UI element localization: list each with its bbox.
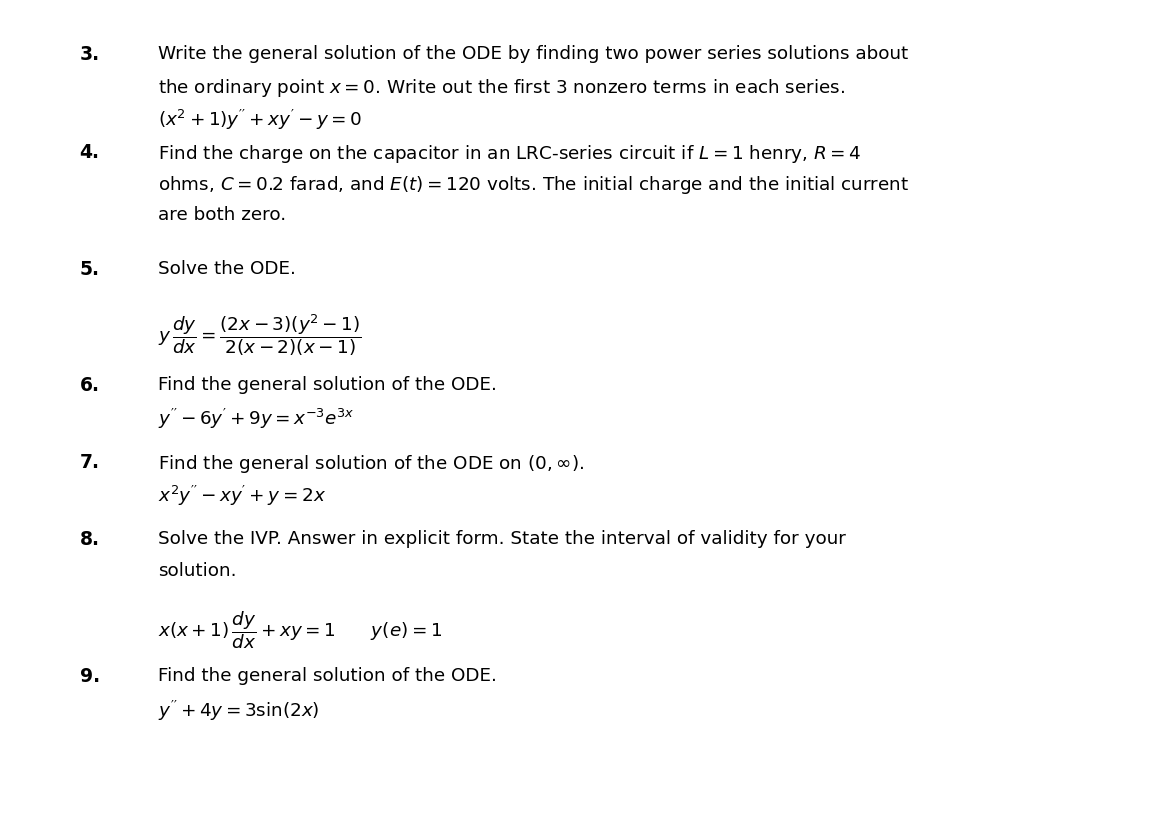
Text: 9.: 9. [80,667,99,686]
Text: $x(x+1)\,\dfrac{dy}{dx} + xy = 1 \qquad y(e) = 1$: $x(x+1)\,\dfrac{dy}{dx} + xy = 1 \qquad … [158,610,442,652]
Text: $x^2y'' - xy' + y = 2x$: $x^2y'' - xy' + y = 2x$ [158,484,326,508]
Text: $y'' - 6y' + 9y = x^{-3}e^{3x}$: $y'' - 6y' + 9y = x^{-3}e^{3x}$ [158,407,355,431]
Text: $(x^2 + 1)y'' + xy' - y = 0$: $(x^2 + 1)y'' + xy' - y = 0$ [158,108,362,132]
Text: 6.: 6. [80,376,99,395]
Text: ohms, $C = 0.2$ farad, and $E(t) = 120$ volts. The initial charge and the initia: ohms, $C = 0.2$ farad, and $E(t) = 120$ … [158,174,909,197]
Text: 4.: 4. [80,143,99,162]
Text: 3.: 3. [80,45,99,64]
Text: Find the general solution of the ODE on $(0, \infty)$.: Find the general solution of the ODE on … [158,453,584,475]
Text: Write the general solution of the ODE by finding two power series solutions abou: Write the general solution of the ODE by… [158,45,908,64]
Text: 5.: 5. [80,260,99,279]
Text: 7.: 7. [80,453,99,472]
Text: are both zero.: are both zero. [158,206,287,224]
Text: 8.: 8. [80,530,99,549]
Text: solution.: solution. [158,562,236,580]
Text: the ordinary point $x = 0$. Write out the first 3 nonzero terms in each series.: the ordinary point $x = 0$. Write out th… [158,77,845,99]
Text: $y\,\dfrac{dy}{dx} = \dfrac{(2x-3)(y^2-1)}{2(x-2)(x-1)}$: $y\,\dfrac{dy}{dx} = \dfrac{(2x-3)(y^2-1… [158,312,362,358]
Text: Find the charge on the capacitor in an LRC-series circuit if $L = 1$ henry, $R =: Find the charge on the capacitor in an L… [158,143,861,165]
Text: Solve the IVP. Answer in explicit form. State the interval of validity for your: Solve the IVP. Answer in explicit form. … [158,530,846,548]
Text: $y'' + 4y = 3\sin(2x)$: $y'' + 4y = 3\sin(2x)$ [158,699,319,723]
Text: Find the general solution of the ODE.: Find the general solution of the ODE. [158,376,497,394]
Text: Solve the ODE.: Solve the ODE. [158,260,296,278]
Text: Find the general solution of the ODE.: Find the general solution of the ODE. [158,667,497,686]
